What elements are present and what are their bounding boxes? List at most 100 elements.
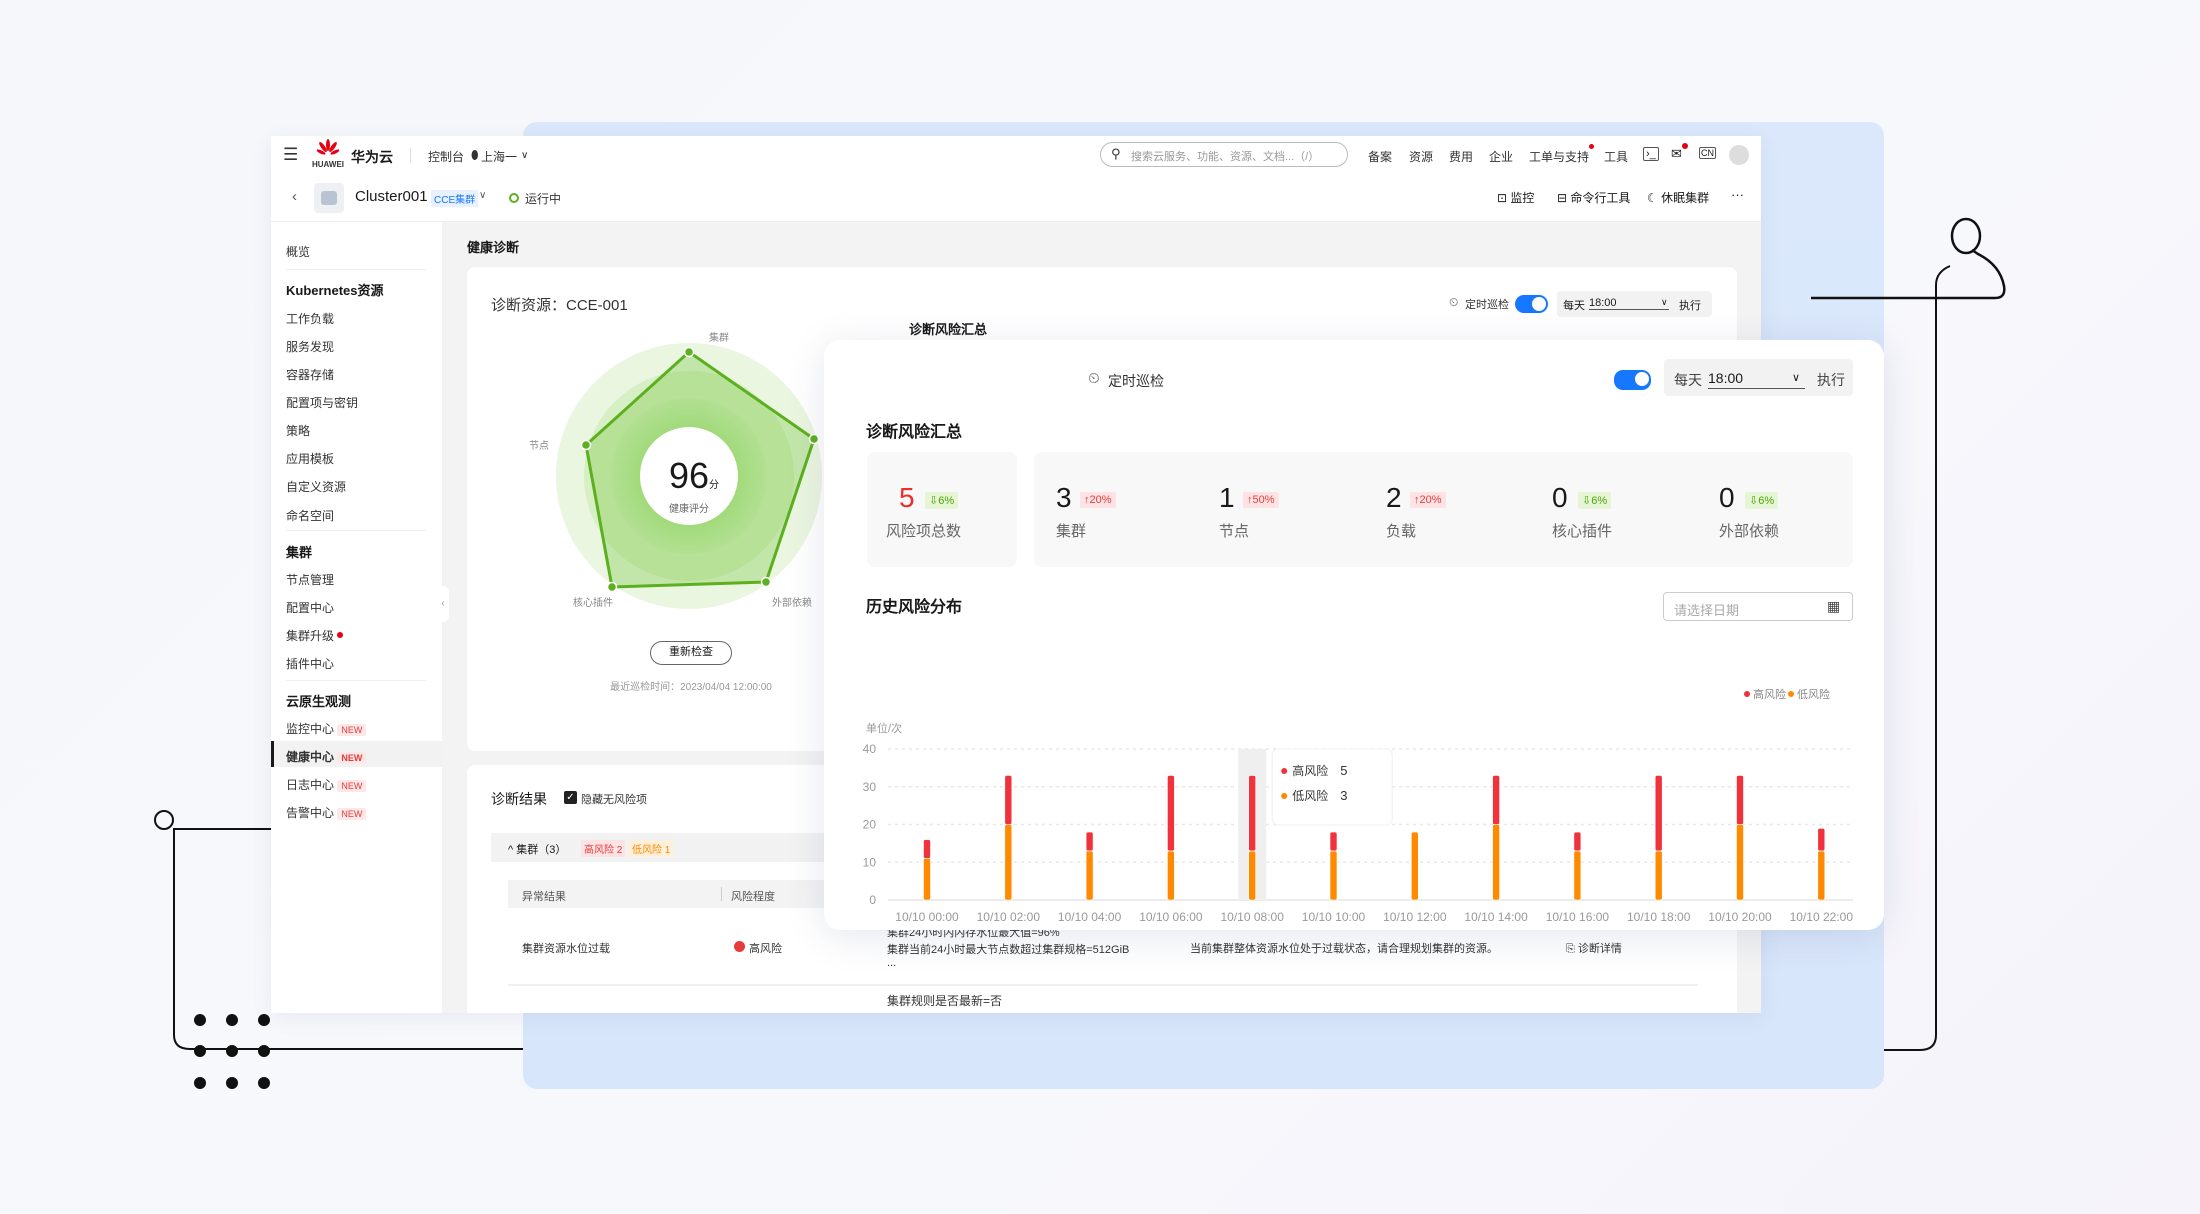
sidebar-item-namespaces[interactable]: 命名空间 [286, 509, 335, 523]
score-circle [640, 427, 738, 525]
health-score: 96分 [668, 455, 720, 496]
schedule-toggle[interactable] [1614, 370, 1651, 390]
bar-low [1329, 850, 1338, 901]
run-button[interactable]: 执行 [1817, 372, 1845, 388]
bar-high [1329, 831, 1338, 852]
sidebar-item-addons[interactable]: 插件中心 [286, 657, 335, 671]
mail-icon[interactable]: ✉ [1671, 146, 1682, 161]
collapse-sidebar-button[interactable]: ‹ [437, 586, 449, 622]
run-button[interactable]: 执行 [1679, 300, 1701, 312]
x-tick-label: 10/10 18:00 [1627, 910, 1691, 924]
date-picker-input[interactable]: 请选择日期 ▦ [1663, 592, 1853, 621]
high-risk-badge: 高风险 2 [581, 840, 626, 857]
moon-icon: ☾ [1647, 191, 1662, 205]
back-arrow-icon[interactable]: ‹ [292, 188, 297, 205]
sidebar-item-config-center[interactable]: 配置中心 [286, 601, 335, 615]
sidebar-item-health[interactable]: 健康中心 NEW [286, 748, 367, 765]
language-icon[interactable]: CN [1699, 147, 1716, 159]
high-risk-icon [734, 941, 745, 952]
nav-beian[interactable]: 备案 [1368, 150, 1393, 164]
sidebar-item-services[interactable]: 服务发现 [286, 340, 335, 354]
legend-marker [1744, 691, 1750, 697]
schedule-select[interactable]: 每天 18:00 ∨ 执行 [1664, 359, 1853, 396]
console-link[interactable]: 控制台 [428, 150, 465, 164]
risk-summary-overlay: ⏲ 定时巡检 每天 18:00 ∨ 执行 诊断风险汇总 5 ⇩6% 风险项总数 … [824, 340, 1884, 930]
y-tick-label: 40 [863, 742, 877, 756]
schedule-toggle[interactable] [1515, 295, 1548, 313]
chevron-down-icon[interactable]: ∨ [521, 150, 529, 161]
tooltip-value: 3 [1340, 788, 1347, 803]
terminal-icon[interactable]: ›_ [1643, 147, 1659, 161]
nav-support[interactable]: 工单与支持 [1529, 150, 1590, 164]
sidebar-item-alerts[interactable]: 告警中心 NEW [286, 804, 367, 821]
y-tick-label: 20 [863, 818, 877, 832]
time-value[interactable]: 18:00 [1708, 370, 1805, 389]
hibernate-button[interactable]: ☾ 休眠集群 [1647, 191, 1710, 205]
bar-low [1817, 850, 1826, 901]
bar-high [1085, 831, 1094, 852]
bar-high [1004, 775, 1013, 825]
new-badge: NEW [337, 752, 367, 764]
nav-billing[interactable]: 费用 [1449, 150, 1474, 164]
sidebar-section-observability: 云原生观测 [286, 694, 352, 709]
results-title: 诊断结果 [491, 791, 547, 807]
menu-icon[interactable]: ☰ [283, 145, 299, 164]
bar-high [1248, 775, 1257, 852]
schedule-select[interactable]: 每天 18:00 ∨ 执行 [1557, 291, 1712, 317]
sidebar-item-workloads[interactable]: 工作负载 [286, 312, 335, 326]
x-tick-label: 10/10 10:00 [1302, 910, 1366, 924]
monitor-button[interactable]: ⊡ 监控 [1497, 191, 1535, 205]
nav-tools[interactable]: 工具 [1604, 150, 1629, 164]
column-header: 风险程度 [731, 891, 775, 903]
sidebar: 概览 Kubernetes资源 工作负载 服务发现 容器存储 配置项与密钥 策略… [271, 222, 442, 1013]
detail-more[interactable]: ... [887, 957, 897, 969]
sidebar-item-crd[interactable]: 自定义资源 [286, 480, 347, 494]
avatar[interactable] [1729, 145, 1749, 165]
cli-tool-button[interactable]: ⊟ 命令行工具 [1557, 191, 1631, 205]
nav-resources[interactable]: 资源 [1409, 150, 1434, 164]
table-row: 集群资源水位过载 高风险 集群24小时内内存水位最大值=96% 集群当前24小时… [508, 908, 1698, 986]
sidebar-item-upgrade[interactable]: 集群升级 [286, 629, 335, 643]
sidebar-section-k8s: Kubernetes资源 [286, 283, 384, 298]
freq-label: 每天 [1674, 372, 1702, 388]
score-label: 健康评分 [669, 504, 709, 515]
sidebar-item-templates[interactable]: 应用模板 [286, 452, 335, 466]
recheck-button[interactable]: 重新检查 [650, 641, 732, 665]
sidebar-item-overview[interactable]: 概览 [286, 245, 311, 259]
low-risk-badge: 低风险 1 [629, 840, 674, 857]
history-title: 历史风险分布 [866, 599, 963, 616]
y-axis-unit: 单位/次 [866, 721, 902, 735]
schedule-label: 定时巡检 [1465, 299, 1509, 311]
detail-line: 集群24小时内内存水位最大值=96% [887, 927, 1060, 939]
top-nav-bar: ☰ HUAWEI 华为云 控制台 ⬮ 上海一 ∨ ⚲ 搜索云服务、功能、资源、文… [271, 136, 1761, 175]
nav-enterprise[interactable]: 企业 [1489, 150, 1514, 164]
location-pin-icon: ⬮ [471, 148, 479, 162]
diagnosis-detail-link[interactable]: ⎘ 诊断详情 [1566, 943, 1622, 955]
y-tick-label: 10 [863, 855, 877, 869]
sidebar-item-nodes[interactable]: 节点管理 [286, 573, 335, 587]
cluster-type-badge: CCE集群 [431, 190, 479, 207]
radar-point [606, 581, 618, 593]
sidebar-item-configmaps[interactable]: 配置项与密钥 [286, 396, 359, 410]
divider [286, 680, 426, 681]
radar-label-dependencies: 外部依赖 [772, 598, 812, 609]
search-input[interactable]: ⚲ 搜索云服务、功能、资源、文档...（/） [1100, 142, 1348, 167]
dot-grid [194, 1014, 270, 1089]
terminal-icon: ⊟ [1557, 191, 1571, 205]
sidebar-item-monitoring[interactable]: 监控中心 NEW [286, 720, 367, 737]
time-value[interactable]: 18:00 [1589, 297, 1669, 310]
bar-high [1654, 775, 1663, 852]
divider [410, 148, 411, 163]
brand-name[interactable]: 华为云 [351, 149, 393, 165]
radar-point [683, 346, 695, 358]
sidebar-item-logs[interactable]: 日志中心 NEW [286, 776, 367, 793]
bar-low [923, 858, 931, 901]
status-text: 运行中 [525, 192, 562, 206]
chevron-down-icon[interactable]: ∨ [479, 190, 487, 201]
radar-label-addons: 核心插件 [573, 598, 613, 609]
region-selector[interactable]: 上海一 [481, 150, 518, 164]
hide-no-risk-checkbox[interactable]: ✓ [564, 791, 577, 804]
sidebar-item-policies[interactable]: 策略 [286, 424, 311, 438]
more-button[interactable]: ··· [1731, 187, 1744, 202]
sidebar-item-storage[interactable]: 容器存储 [286, 368, 335, 382]
